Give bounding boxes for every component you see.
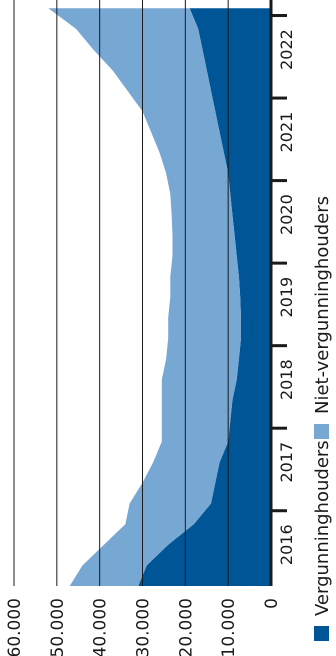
legend-label-niet-vergunninghouders: Niet-vergunninghouders — [312, 196, 333, 414]
x-tick-label: 2016 — [277, 524, 296, 565]
x-axis-ticks: 2016 2017 2018 2019 2020 2021 2022 — [271, 14, 296, 565]
y-tick-label: 20.000 — [176, 598, 196, 656]
x-tick-label: 2020 — [277, 194, 296, 235]
y-tick-label: 0 — [262, 598, 282, 609]
y-tick-label: 40.000 — [91, 598, 111, 656]
x-tick-label: 2022 — [277, 29, 296, 70]
x-tick-label: 2017 — [277, 442, 296, 483]
x-tick-label: 2021 — [277, 112, 296, 153]
y-tick-label: 10.000 — [219, 598, 239, 656]
y-tick-label: 60.000 — [5, 598, 25, 656]
y-tick-label: 50.000 — [48, 598, 68, 656]
legend-label-vergunninghouders: Vergunninghouders — [312, 440, 333, 616]
legend-swatch-vergunninghouders — [314, 626, 329, 641]
gridlines — [13, 0, 229, 586]
area-series-niet-vergunninghouders — [48, 8, 241, 587]
y-tick-label: 30.000 — [134, 598, 154, 656]
x-tick-label: 2018 — [277, 359, 296, 400]
y-axis-tick-labels: 0 10.000 20.000 30.000 40.000 50.000 60.000 — [5, 598, 282, 656]
area-series-vergunninghouders — [138, 8, 271, 587]
legend: Vergunninghouders Niet-vergunninghouders — [312, 196, 333, 641]
x-tick-label: 2019 — [277, 277, 296, 318]
plot-area — [48, 8, 271, 587]
legend-swatch-niet-vergunninghouders — [314, 424, 329, 439]
